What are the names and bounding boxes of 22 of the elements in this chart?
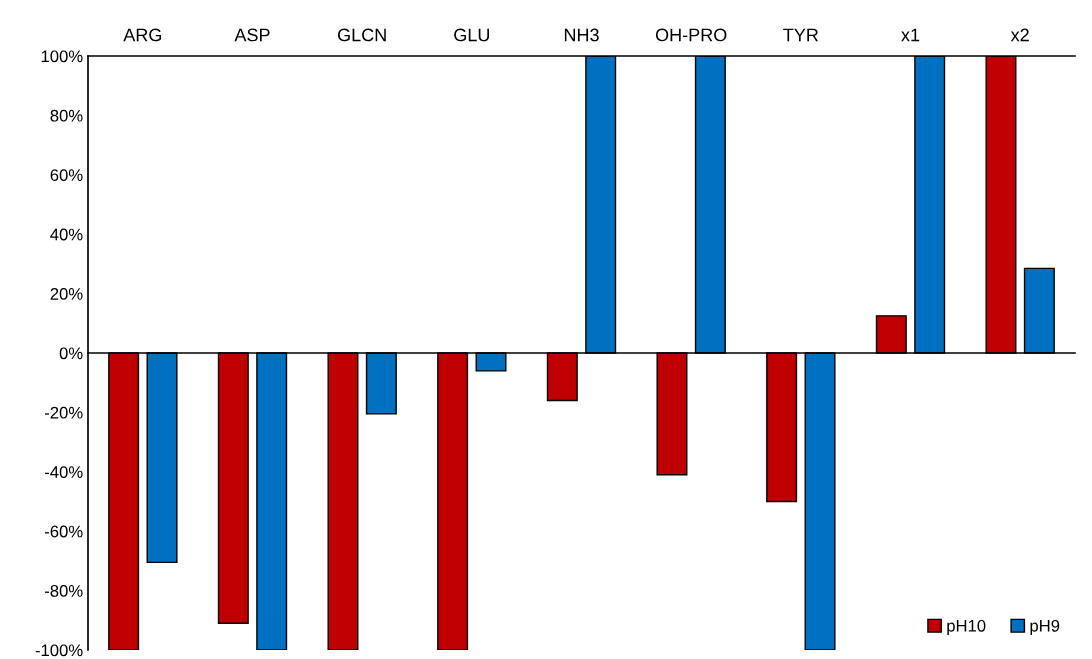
y-tick-label: -100%: [35, 644, 83, 657]
x-tick-label: x1: [901, 28, 920, 42]
y-tick-label: 0%: [59, 347, 83, 360]
y-tick-label: -80%: [44, 585, 83, 597]
x-tick-label: OH-PRO: [655, 28, 727, 42]
y-tick-label: 60%: [50, 169, 83, 181]
x-tick-label: GLU: [454, 28, 489, 42]
legend-label: pH10: [947, 619, 986, 635]
x-tick-label: TYR: [783, 28, 819, 42]
y-tick-label: 100%: [41, 50, 83, 63]
y-tick-label: -40%: [44, 466, 83, 478]
y-tick-label: 80%: [50, 109, 83, 122]
y-tick-label: 20%: [50, 288, 83, 300]
x-tick-label: ASP: [234, 28, 270, 42]
x-tick-label: GLCN: [337, 28, 386, 42]
legend-label: pH9: [1030, 619, 1060, 635]
y-tick-label: 40%: [50, 228, 83, 241]
x-tick-label: NH3: [564, 28, 599, 42]
x-tick-label: ARG: [123, 28, 162, 42]
x-tick-label: x2: [1010, 28, 1029, 42]
y-tick-label: -60%: [44, 525, 83, 538]
y-tick-label: -20%: [44, 406, 83, 419]
